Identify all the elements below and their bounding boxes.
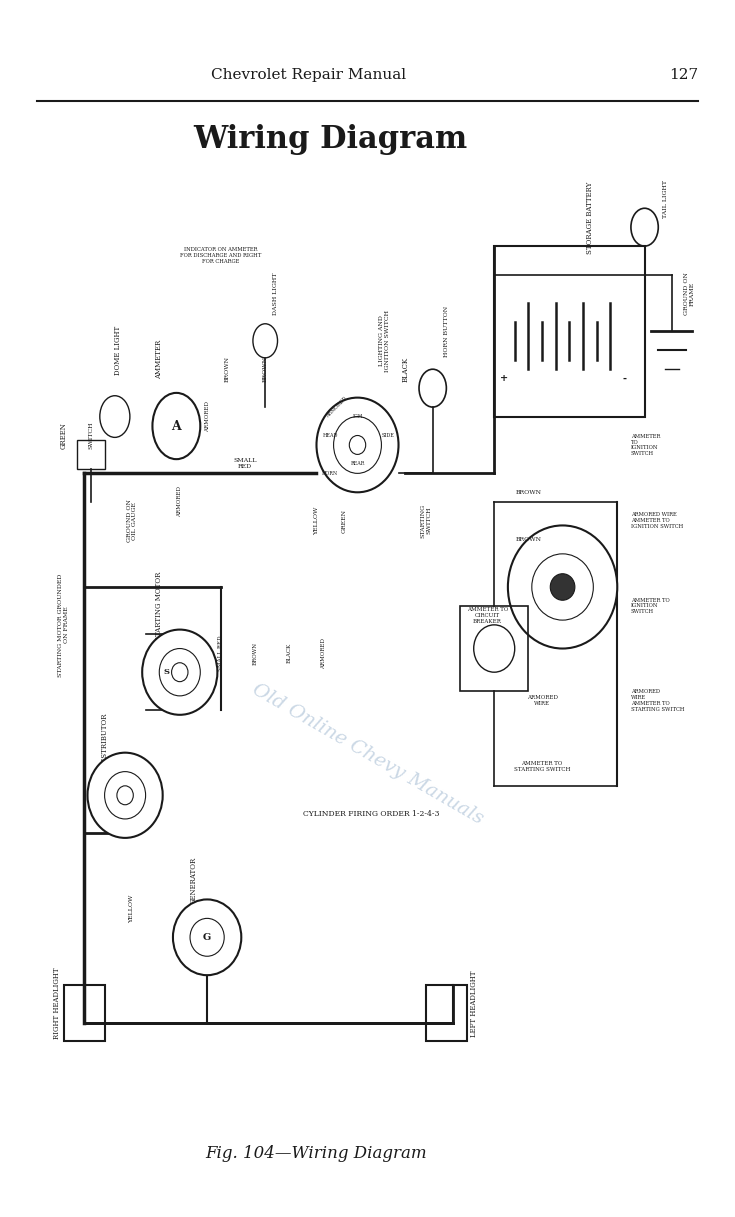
Text: DISTRIBUTOR: DISTRIBUTOR — [101, 712, 109, 764]
Text: DOME LIGHT: DOME LIGHT — [114, 326, 122, 375]
Text: BLACK: BLACK — [401, 357, 409, 382]
Text: BROWN: BROWN — [252, 641, 257, 664]
Bar — [460, 606, 528, 691]
Ellipse shape — [152, 393, 200, 459]
Text: SMALL
RED: SMALL RED — [233, 459, 257, 470]
Text: ARMORED: ARMORED — [177, 487, 182, 517]
Text: GENERATOR: GENERATOR — [190, 857, 198, 904]
Text: STORAGE BATTERY: STORAGE BATTERY — [586, 181, 594, 254]
Text: GREEN: GREEN — [341, 509, 346, 533]
Text: YELLOW: YELLOW — [129, 894, 135, 922]
Ellipse shape — [508, 526, 617, 649]
Text: G: G — [203, 932, 211, 942]
Text: SIDE: SIDE — [381, 433, 395, 438]
Text: TAIL LIGHT: TAIL LIGHT — [662, 180, 667, 218]
Text: LIGHTING AND
IGNITION SWITCH: LIGHTING AND IGNITION SWITCH — [379, 310, 390, 372]
Text: DASH LIGHT: DASH LIGHT — [273, 273, 278, 315]
Text: 127: 127 — [669, 68, 698, 83]
Text: BROWN: BROWN — [515, 489, 542, 495]
Text: HEAD: HEAD — [323, 433, 338, 438]
Bar — [77, 441, 104, 469]
Text: HORN BUTTON: HORN BUTTON — [444, 305, 449, 357]
Text: STARTING
SWITCH: STARTING SWITCH — [420, 504, 431, 538]
Text: AMMETER
TO
IGNITION
SWITCH: AMMETER TO IGNITION SWITCH — [631, 433, 660, 456]
Text: RIGHT HEADLIGHT: RIGHT HEADLIGHT — [53, 968, 61, 1039]
Text: LEFT HEADLIGHT: LEFT HEADLIGHT — [470, 970, 478, 1037]
Text: AMMETER TO
CIRCUIT
BREAKER: AMMETER TO CIRCUIT BREAKER — [467, 607, 508, 623]
Text: A: A — [171, 420, 182, 432]
Text: Old Online Chevy Manuals: Old Online Chevy Manuals — [248, 680, 487, 829]
Text: BROWN: BROWN — [225, 357, 230, 382]
Text: STARTING MOTOR GROUNDED
ON FRAME: STARTING MOTOR GROUNDED ON FRAME — [58, 573, 69, 677]
Text: REAR: REAR — [351, 461, 365, 466]
Text: HORN: HORN — [322, 471, 338, 476]
Text: BLACK: BLACK — [287, 643, 292, 663]
Text: ARMORED: ARMORED — [320, 638, 326, 669]
Text: ARMORED WIRE
AMMETER TO
IGNITION SWITCH: ARMORED WIRE AMMETER TO IGNITION SWITCH — [631, 512, 683, 529]
Text: CYLINDER FIRING ORDER 1-2-4-3: CYLINDER FIRING ORDER 1-2-4-3 — [303, 811, 440, 818]
Ellipse shape — [142, 629, 218, 714]
Ellipse shape — [173, 899, 241, 975]
Bar — [494, 246, 645, 416]
Text: IGH: IGH — [352, 414, 362, 419]
Bar — [63, 985, 104, 1042]
Text: Fig. 104—Wiring Diagram: Fig. 104—Wiring Diagram — [205, 1145, 427, 1162]
Text: BROWN: BROWN — [262, 357, 268, 382]
Ellipse shape — [551, 573, 575, 600]
Ellipse shape — [87, 752, 162, 837]
Text: AMMETER TO
IGNITION
SWITCH: AMMETER TO IGNITION SWITCH — [631, 598, 670, 615]
Text: Wiring Diagram: Wiring Diagram — [193, 124, 468, 156]
Text: GROUND ON
OIL GAUGE: GROUND ON OIL GAUGE — [126, 499, 137, 542]
Text: -: - — [622, 374, 626, 383]
Text: ARMORED: ARMORED — [204, 402, 209, 432]
Text: BROWN: BROWN — [515, 537, 542, 542]
Text: AMMETER TO
STARTING SWITCH: AMMETER TO STARTING SWITCH — [514, 762, 570, 773]
Text: INDICATOR ON AMMETER
FOR DISCHARGE AND RIGHT
FOR CHARGE: INDICATOR ON AMMETER FOR DISCHARGE AND R… — [180, 247, 262, 264]
Text: Chevrolet Repair Manual: Chevrolet Repair Manual — [211, 68, 406, 83]
Text: AMMETER: AMMETER — [155, 340, 163, 380]
Text: YELLOW: YELLOW — [314, 506, 319, 535]
Text: SWITCH: SWITCH — [88, 422, 93, 449]
Text: S: S — [163, 668, 169, 677]
Bar — [426, 985, 467, 1042]
Text: ARMORED
WIRE
AMMETER TO
STARTING SWITCH: ARMORED WIRE AMMETER TO STARTING SWITCH — [631, 689, 684, 712]
Ellipse shape — [100, 396, 130, 437]
Text: GREEN: GREEN — [60, 422, 68, 449]
Text: SMALL RED: SMALL RED — [218, 635, 223, 671]
Text: ARMORED: ARMORED — [326, 396, 348, 419]
Ellipse shape — [317, 398, 398, 493]
Text: ARMORED
WIRE: ARMORED WIRE — [526, 695, 558, 706]
Text: +: + — [501, 374, 509, 383]
Text: GROUND ON
FRAME: GROUND ON FRAME — [684, 273, 695, 315]
Text: STARTING MOTOR: STARTING MOTOR — [155, 571, 163, 640]
